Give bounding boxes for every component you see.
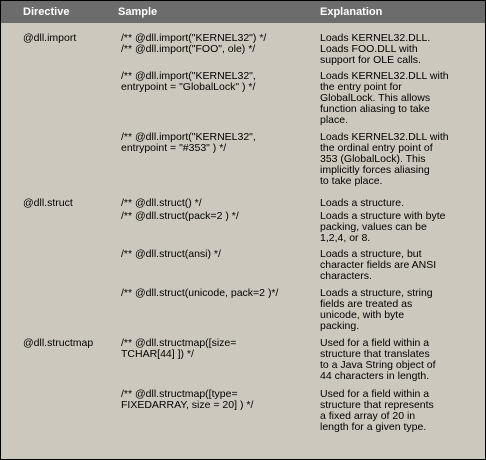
directive-label: @dll.import bbox=[23, 32, 77, 44]
header-explanation: Explanation bbox=[320, 6, 383, 18]
sample-code: /** @dll.struct(unicode, pack=2 )*/ bbox=[121, 287, 279, 299]
explanation-text: Loads a structure, string fields are tre… bbox=[320, 287, 433, 332]
directive-label: @dll.struct bbox=[23, 197, 73, 209]
sample-code: /** @dll.structmap([size= TCHAR[44] ]) *… bbox=[121, 337, 237, 360]
sample-code: /** @dll.struct() */ bbox=[121, 197, 202, 209]
table-header-row: Directive Sample Explanation bbox=[1, 1, 485, 23]
header-sample: Sample bbox=[118, 6, 158, 18]
sample-code: /** @dll.struct(pack=2 ) */ bbox=[121, 210, 239, 222]
explanation-text: Loads a structure, but character fields … bbox=[320, 248, 437, 282]
explanation-text: Loads a structure with byte packing, val… bbox=[320, 210, 446, 244]
sample-code: /** @dll.import("KERNEL32", entrypoint =… bbox=[121, 70, 256, 93]
explanation-text: Used for a field within a structure that… bbox=[320, 388, 434, 433]
explanation-text: Used for a field within a structure that… bbox=[320, 337, 436, 382]
sample-code: /** @dll.import("KERNEL32") */ bbox=[121, 32, 267, 44]
directive-label: @dll.structmap bbox=[23, 337, 94, 349]
sample-code: /** @dll.struct(ansi) */ bbox=[121, 248, 221, 260]
explanation-text: Loads KERNEL32.DLL with the entry point … bbox=[320, 70, 449, 126]
explanation-text: Loads KERNEL32.DLL with the ordinal entr… bbox=[320, 131, 449, 187]
header-directive: Directive bbox=[23, 6, 70, 18]
explanation-text: Loads KERNEL32.DLL. bbox=[320, 32, 431, 44]
sample-code: /** @dll.import("KERNEL32", entrypoint =… bbox=[121, 131, 256, 154]
explanation-text: Loads a structure. bbox=[320, 197, 405, 209]
sample-code: /** @dll.import("FOO", ole) */ bbox=[121, 43, 256, 55]
explanation-text: Loads FOO.DLL with support for OLE calls… bbox=[320, 43, 421, 66]
sample-code: /** @dll.structmap([type= FIXEDARRAY, si… bbox=[121, 388, 254, 411]
